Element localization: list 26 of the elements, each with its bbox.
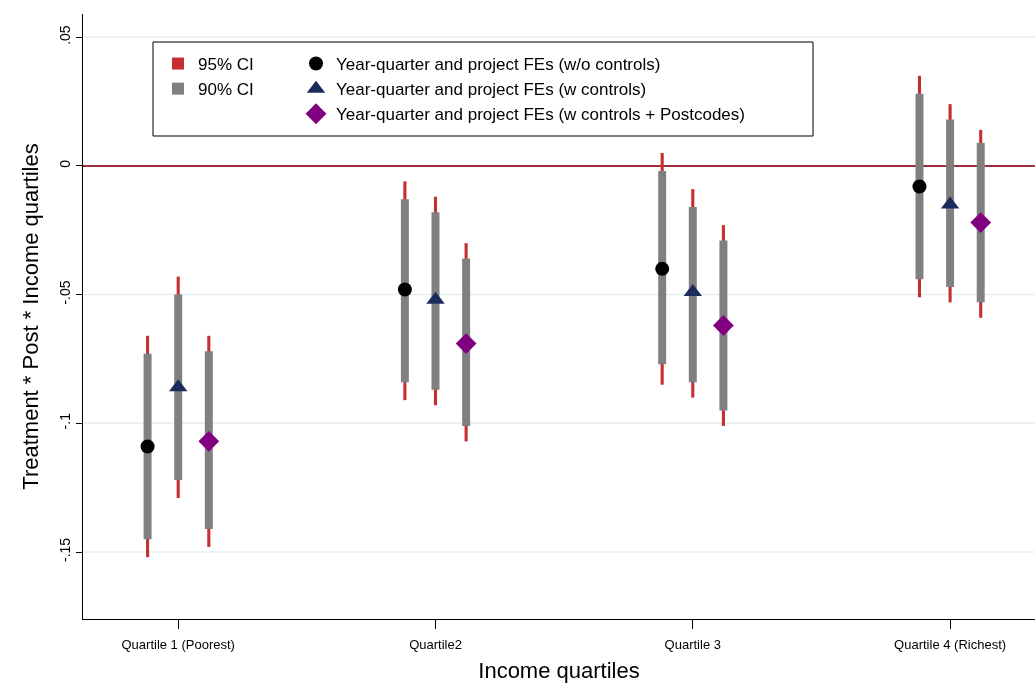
y-tick-label: -.15	[57, 537, 74, 563]
legend-label: 90% CI	[198, 80, 254, 100]
legend-label: Year-quarter and project FEs (w controls)	[336, 80, 647, 100]
x-tick-label: Quartile 3	[664, 636, 721, 652]
x-axis-title: Income quartiles	[478, 658, 640, 684]
x-tick-label: Quartile2	[409, 636, 462, 652]
bar	[174, 294, 183, 480]
y-tick-label: -.05	[57, 280, 74, 305]
bar	[658, 171, 667, 365]
bar	[143, 353, 152, 540]
bar	[400, 199, 409, 383]
legend-label: Year-quarter and project FEs (w controls + Postcodes)	[336, 105, 745, 125]
legend-label: 95% CI	[198, 55, 254, 75]
y-tick-label: 0	[57, 159, 74, 168]
y-tick-label: .05	[57, 25, 74, 45]
bar	[915, 93, 924, 280]
legend-label: Year-quarter and project FEs (w/o controls)	[336, 55, 661, 75]
bar	[204, 351, 213, 529]
bar	[462, 258, 471, 426]
bar	[719, 240, 728, 411]
bar	[688, 207, 697, 383]
x-tick-label: Quartile 4 (Richest)	[894, 636, 1007, 652]
y-axis-title: Treatment * Post * Income quartiles	[18, 143, 44, 490]
bar	[946, 119, 955, 287]
y-tick-label: -.1	[57, 412, 74, 430]
x-tick-label: Quartile 1 (Poorest)	[121, 636, 235, 652]
